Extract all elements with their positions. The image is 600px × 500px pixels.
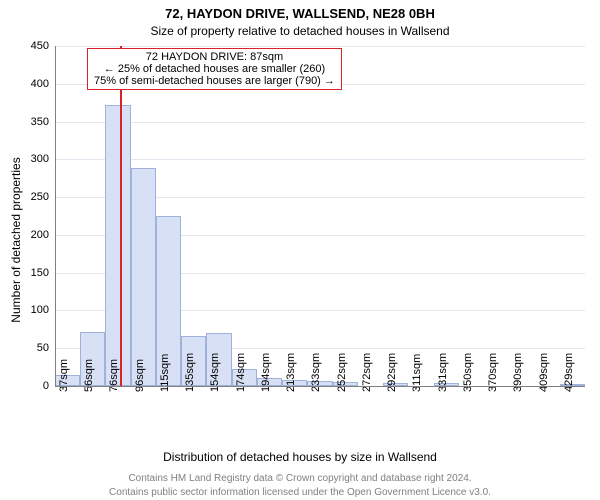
property-marker-line (120, 46, 122, 386)
y-tick-label: 400 (31, 78, 49, 90)
property-callout: 72 HAYDON DRIVE: 87sqm← 25% of detached … (87, 48, 342, 90)
x-tick-label: 96sqm (134, 359, 146, 392)
y-tick-label: 150 (31, 267, 49, 279)
x-tick-label: 37sqm (58, 359, 70, 392)
gridline (55, 122, 585, 123)
page-title-address: 72, HAYDON DRIVE, WALLSEND, NE28 0BH (0, 6, 600, 21)
x-axis-label: Distribution of detached houses by size … (0, 450, 600, 464)
y-tick-label: 50 (37, 342, 49, 354)
y-tick-label: 0 (43, 380, 49, 392)
histogram-bar (105, 105, 130, 386)
y-tick-label: 300 (31, 153, 49, 165)
callout-line: 72 HAYDON DRIVE: 87sqm (94, 51, 335, 63)
y-tick-label: 450 (31, 40, 49, 52)
gridline (55, 159, 585, 160)
x-axis-line (55, 386, 585, 387)
footer-copyright-1: Contains HM Land Registry data © Crown c… (0, 473, 600, 484)
gridline (55, 46, 585, 47)
histogram-plot-area: 05010015020025030035040045037sqm56sqm76s… (55, 46, 585, 386)
callout-line: ← 25% of detached houses are smaller (26… (94, 63, 335, 75)
y-tick-label: 100 (31, 304, 49, 316)
footer-copyright-2: Contains public sector information licen… (0, 487, 600, 498)
y-tick-label: 250 (31, 191, 49, 203)
x-tick-label: 56sqm (83, 359, 95, 392)
y-tick-label: 200 (31, 229, 49, 241)
histogram-bar (131, 168, 156, 386)
y-axis-label: Number of detached properties (9, 157, 23, 322)
x-tick-label: 76sqm (108, 359, 120, 392)
y-tick-label: 350 (31, 116, 49, 128)
y-axis-line (55, 46, 56, 386)
callout-line: 75% of semi-detached houses are larger (… (94, 75, 335, 87)
page-subtitle: Size of property relative to detached ho… (0, 24, 600, 38)
